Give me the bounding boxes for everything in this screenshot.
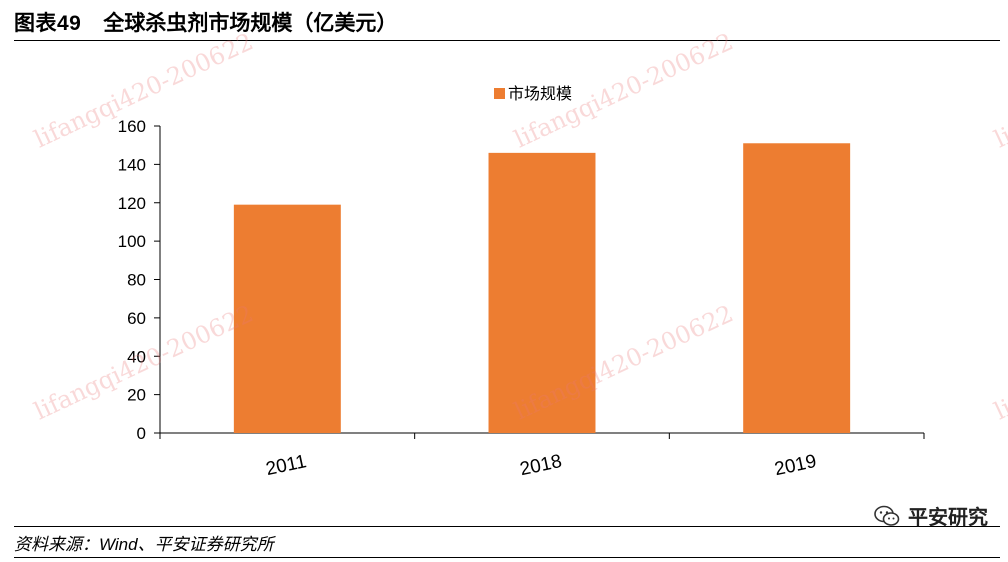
source-note: 资料来源：Wind、平安证券研究所 — [14, 526, 1000, 558]
y-tick-label: 120 — [118, 194, 146, 213]
y-tick-label: 40 — [127, 347, 146, 366]
bar-2019 — [743, 143, 851, 434]
y-tick-label: 0 — [137, 424, 146, 443]
legend-label: 市场规模 — [508, 84, 572, 103]
figure-number: 图表49 — [14, 12, 82, 35]
y-tick-label: 80 — [127, 271, 146, 290]
x-tick-label: 2011 — [264, 451, 308, 480]
bar-2018 — [488, 152, 596, 434]
x-tick-label: 2018 — [518, 451, 564, 480]
y-tick-label: 140 — [118, 155, 146, 174]
x-tick-label: 2019 — [773, 451, 819, 480]
brand-logo: 平安研究 — [874, 501, 988, 530]
y-tick-label: 160 — [118, 117, 146, 136]
figure-title: 全球杀虫剂市场规模（亿美元） — [103, 12, 398, 35]
figure-title-bar: 图表49 全球杀虫剂市场规模（亿美元） — [14, 4, 1000, 41]
legend-swatch — [494, 88, 505, 99]
source-text: 资料来源：Wind、平安证券研究所 — [14, 534, 274, 554]
brand-name: 平安研究 — [908, 507, 988, 529]
y-tick-label: 100 — [118, 232, 146, 251]
bar-2011 — [233, 204, 341, 433]
wechat-icon — [874, 505, 900, 526]
y-tick-label: 20 — [127, 386, 146, 405]
y-tick-label: 60 — [127, 309, 146, 328]
